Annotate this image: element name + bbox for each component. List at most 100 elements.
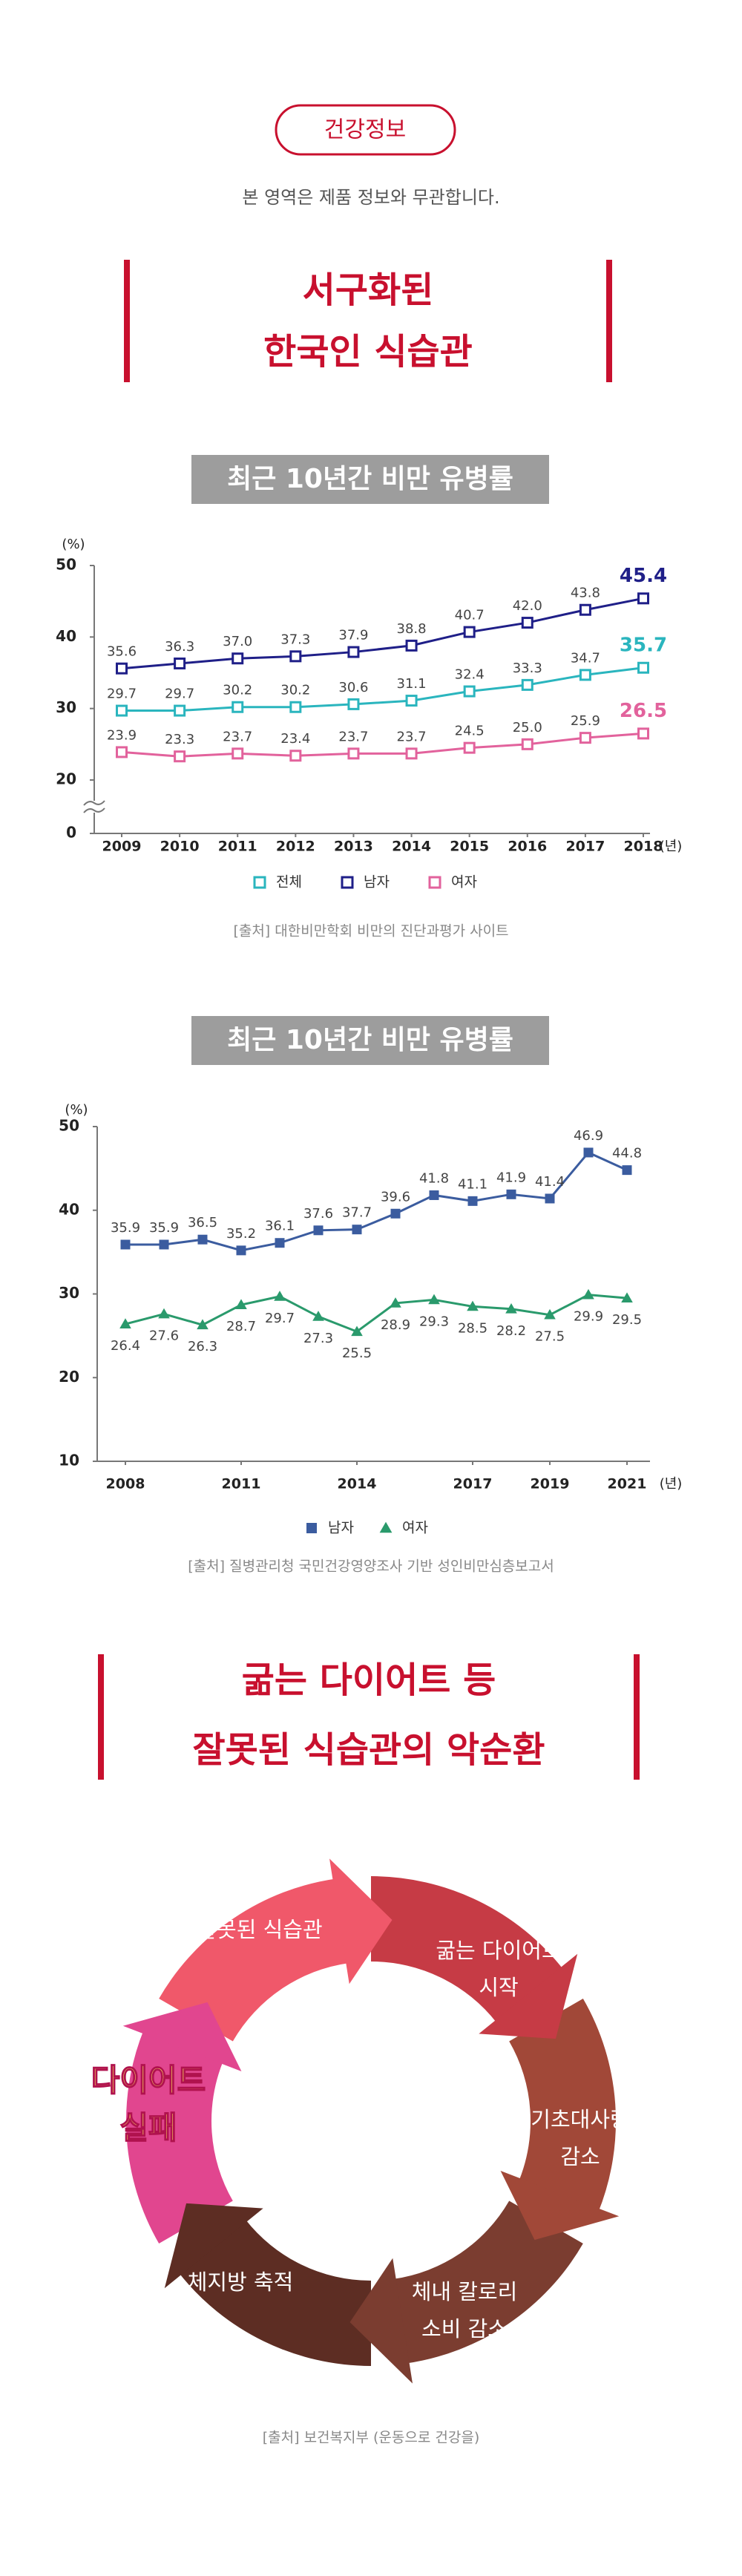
point xyxy=(352,1225,362,1235)
x-tick-label: 2018 xyxy=(624,839,663,855)
value-label: 29.9 xyxy=(574,1309,603,1325)
point xyxy=(116,662,128,675)
x-tick-label: 2010 xyxy=(160,839,200,855)
point xyxy=(521,738,533,750)
point xyxy=(463,626,476,638)
value-label: 23.4 xyxy=(280,731,310,747)
point xyxy=(197,1319,209,1330)
value-label: 25.5 xyxy=(342,1346,372,1361)
point xyxy=(116,704,128,717)
x-tick-label: 2021 xyxy=(608,1476,647,1492)
axis-break xyxy=(83,800,105,806)
value-label: 28.7 xyxy=(226,1319,256,1334)
value-label: 27.5 xyxy=(535,1329,565,1345)
x-tick-label: 2011 xyxy=(218,839,257,855)
cycle-arrowhead xyxy=(349,2258,413,2384)
point xyxy=(521,617,533,629)
value-label: 40.7 xyxy=(455,608,485,623)
y-tick-label: 40 xyxy=(59,1200,79,1218)
x-tick-label: 2015 xyxy=(450,839,489,855)
value-label: 29.7 xyxy=(165,686,194,702)
value-label: 30.6 xyxy=(338,680,368,695)
x-tick-label: 2019 xyxy=(531,1476,570,1492)
legend-marker xyxy=(379,1521,393,1533)
series-line xyxy=(125,1294,628,1333)
point xyxy=(622,1165,632,1176)
x-tick-label: 2017 xyxy=(453,1476,493,1492)
x-axis-label: (년) xyxy=(660,1476,683,1492)
cycle-label: 굶는 다이어트 xyxy=(436,1938,561,1963)
x-tick-label: 2016 xyxy=(508,839,547,855)
badge-frame xyxy=(275,104,456,156)
x-tick-label: 2008 xyxy=(106,1476,145,1492)
point xyxy=(521,678,533,691)
value-label: 23.7 xyxy=(397,729,427,744)
point xyxy=(275,1238,285,1248)
point xyxy=(313,1225,324,1236)
x-tick-label: 2014 xyxy=(338,1476,377,1492)
point xyxy=(505,1302,517,1314)
legend-label: 남자 xyxy=(328,1520,354,1536)
legend-label: 여자 xyxy=(451,874,477,891)
cycle-title: 굶는 다이어트 등 xyxy=(242,1659,496,1701)
point xyxy=(405,639,418,652)
cycle-arrowhead xyxy=(479,1953,578,2039)
point xyxy=(351,1325,363,1337)
series-line xyxy=(121,732,644,758)
value-label: 37.3 xyxy=(280,632,310,647)
cycle-label: 소비 감소 xyxy=(421,2316,508,2341)
value-label: 28.5 xyxy=(458,1320,487,1336)
x-tick-label: 2009 xyxy=(102,839,142,855)
value-label: 29.7 xyxy=(107,686,137,702)
cycle-label-highlight: 다이어트 xyxy=(91,2062,206,2099)
point xyxy=(467,1196,478,1206)
value-label: 27.6 xyxy=(149,1328,179,1344)
x-tick-label: 2013 xyxy=(334,839,373,855)
value-label: 36.1 xyxy=(265,1219,295,1234)
source: [출처] 보건복지부 (운동으로 건강을) xyxy=(263,2430,480,2446)
point xyxy=(347,698,360,710)
point xyxy=(174,750,186,763)
badge: 건강정보 xyxy=(324,117,406,143)
point xyxy=(232,747,244,760)
point xyxy=(289,701,302,713)
value-label: 29.5 xyxy=(612,1312,642,1328)
y-tick-label: 30 xyxy=(59,1284,79,1302)
value-label: 35.2 xyxy=(226,1226,256,1242)
axis-break xyxy=(83,807,105,813)
point xyxy=(429,1190,439,1200)
legend-label: 전체 xyxy=(276,874,302,891)
y-tick-label: 30 xyxy=(56,698,76,716)
point xyxy=(582,1288,594,1300)
value-label: 37.9 xyxy=(338,628,368,643)
point xyxy=(174,657,186,669)
value-label: 33.3 xyxy=(513,661,542,676)
value-label: 41.1 xyxy=(458,1176,487,1192)
y-tick-label: 40 xyxy=(56,627,76,645)
point xyxy=(545,1193,555,1204)
x-tick-label: 2011 xyxy=(222,1476,261,1492)
legend-marker xyxy=(253,876,266,889)
point xyxy=(120,1239,131,1250)
point xyxy=(274,1291,286,1301)
value-label: 32.4 xyxy=(455,667,485,683)
value-label: 34.7 xyxy=(571,650,600,666)
cycle-label: 체내 칼로리 xyxy=(412,2279,518,2304)
point xyxy=(621,1292,633,1302)
cycle-label: 체지방 축적 xyxy=(188,2269,294,2295)
point xyxy=(544,1308,556,1320)
point xyxy=(579,603,591,616)
value-label: 38.8 xyxy=(397,621,427,637)
value-label: 39.6 xyxy=(381,1189,410,1205)
cycle-segment xyxy=(126,2029,233,2244)
y-tick-label: 20 xyxy=(56,770,76,788)
y-tick-label: 0 xyxy=(66,824,76,842)
legend-marker xyxy=(428,876,441,889)
value-label: 36.3 xyxy=(165,639,194,655)
point xyxy=(174,704,186,717)
value-label: 41.8 xyxy=(419,1170,449,1186)
source: [출처] 질병관리청 국민건강영양조사 기반 성인비만심층보고서 xyxy=(188,1559,554,1575)
value-label: 26.4 xyxy=(111,1338,140,1354)
value-label: 26.3 xyxy=(188,1339,217,1354)
